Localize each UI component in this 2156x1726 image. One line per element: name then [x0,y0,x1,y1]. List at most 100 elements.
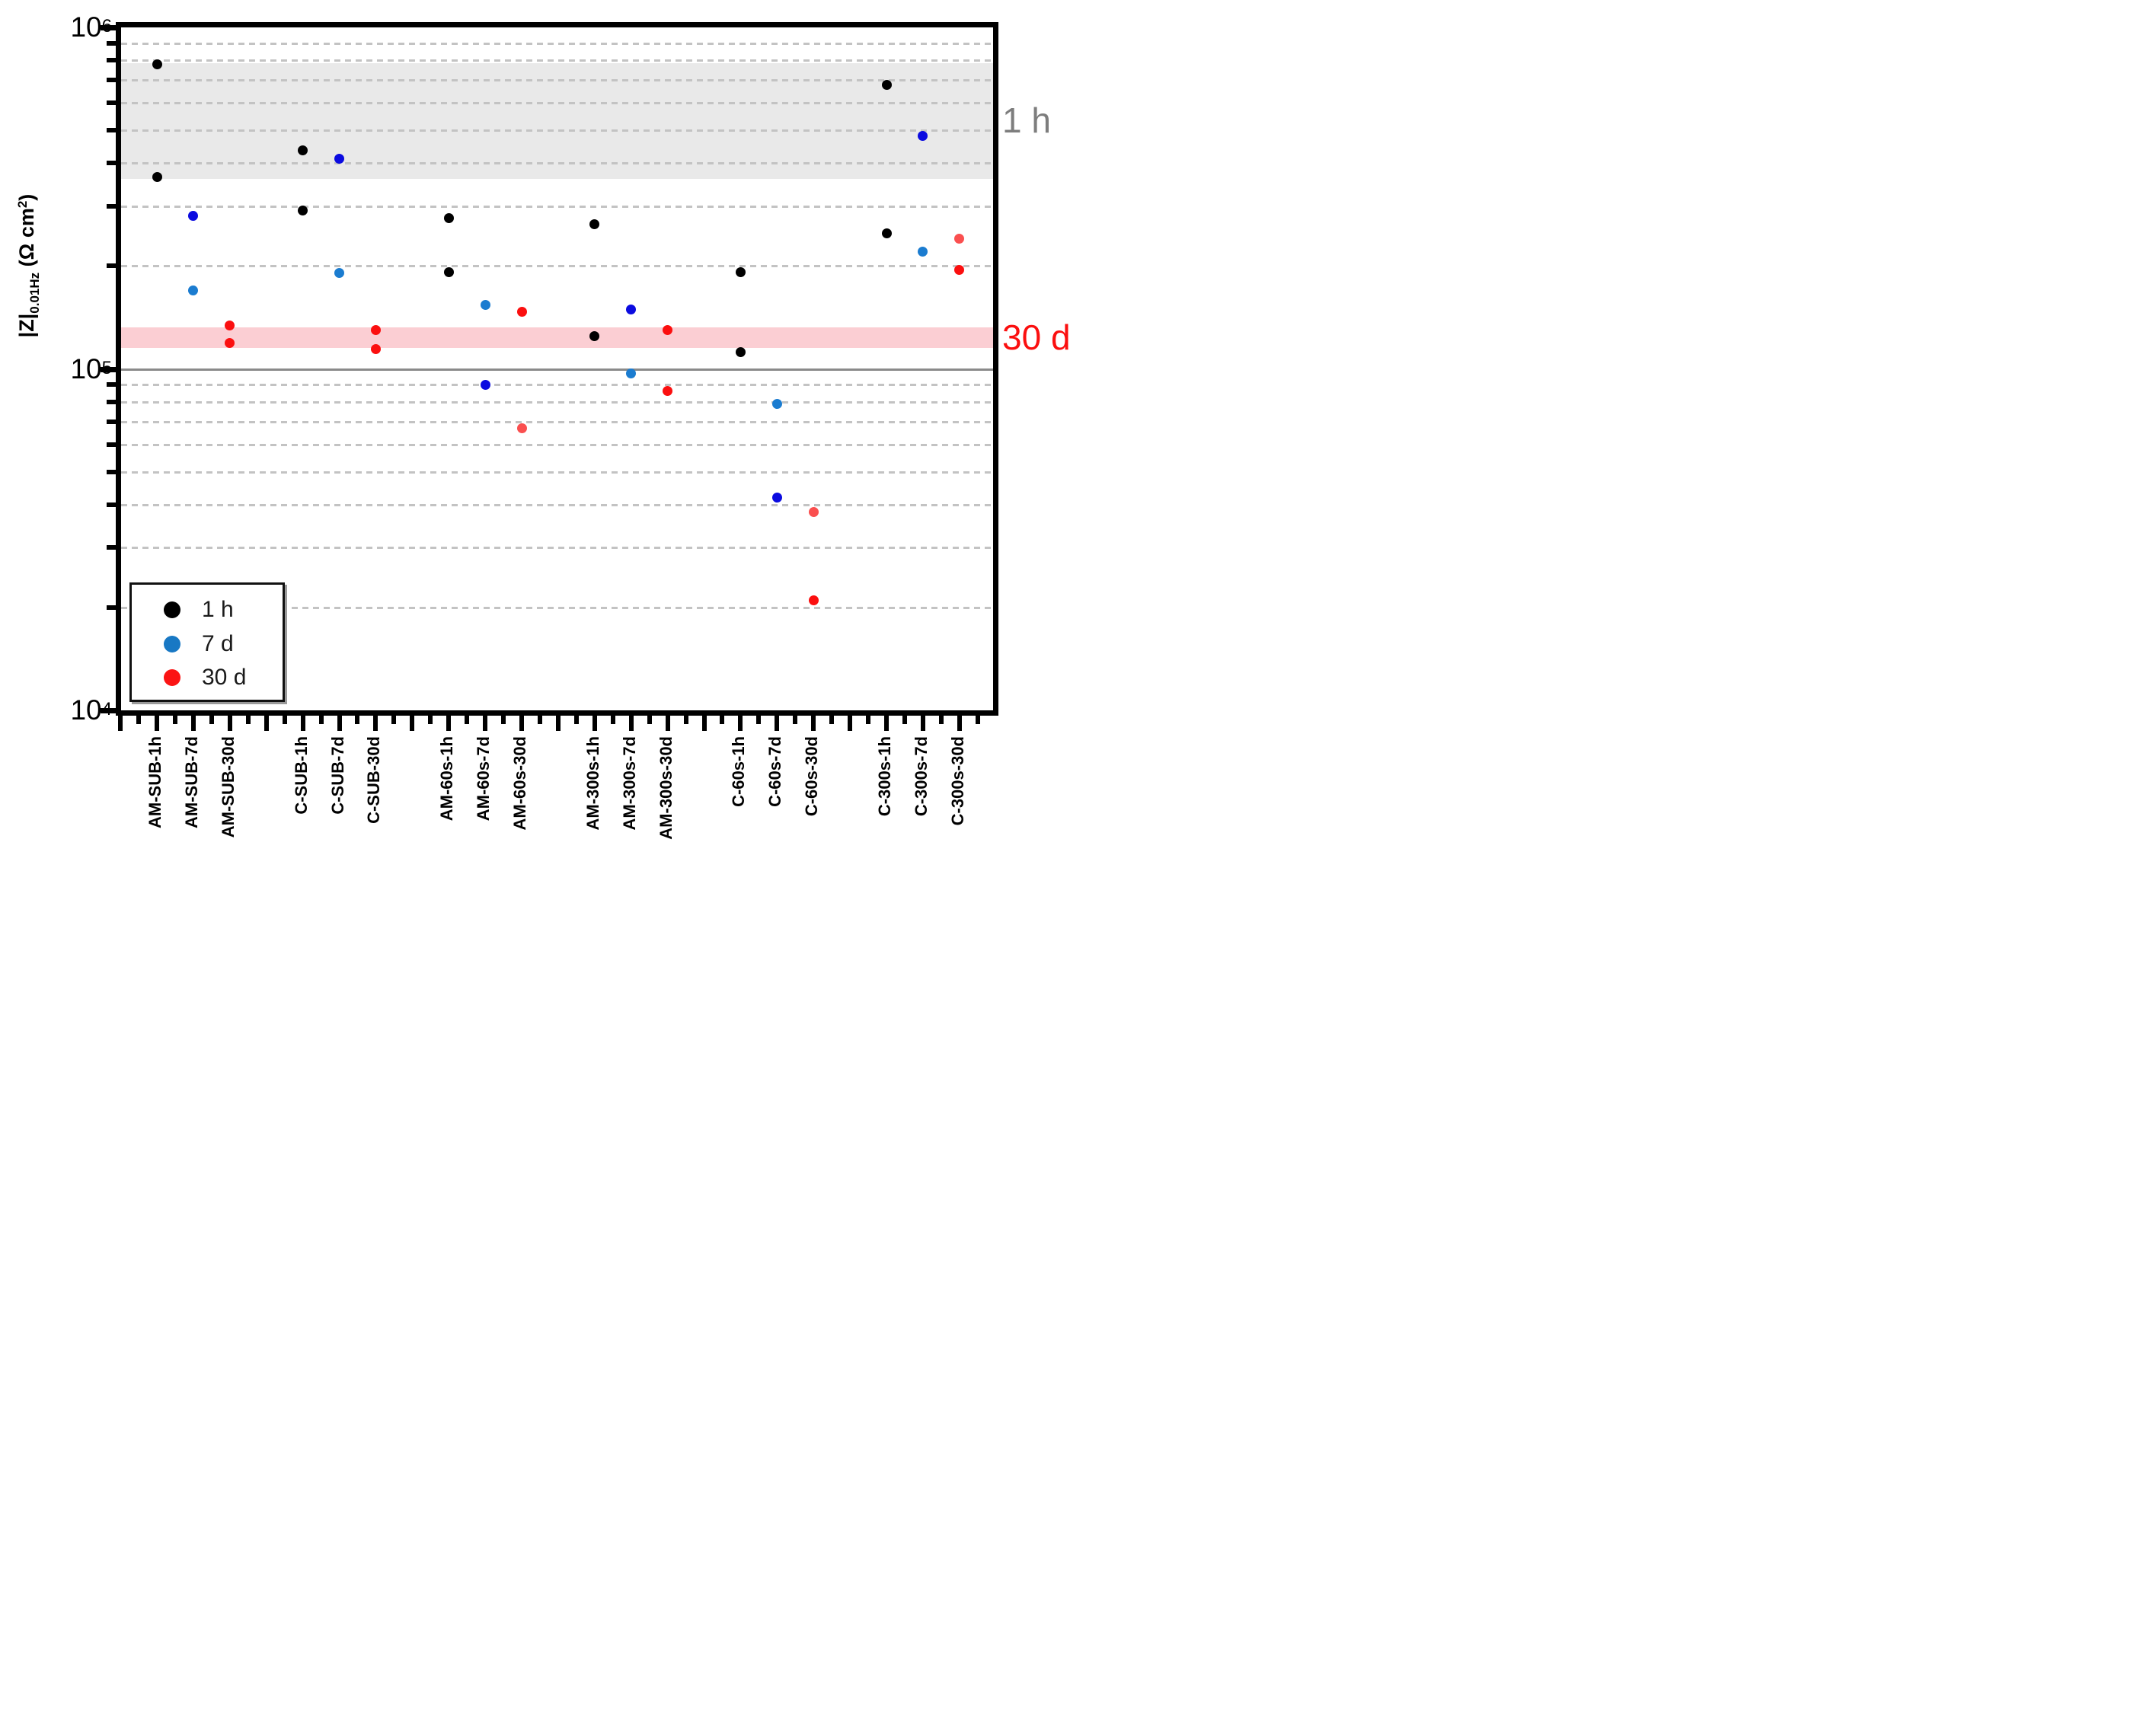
x-major-tick [884,716,889,731]
legend-label: 30 d [202,665,247,690]
data-point-C-300s-7d-1 [918,131,928,142]
x-tick-label-AM-60s-7d: AM-60s-7d [474,736,493,822]
minor-gridline [121,547,993,549]
x-major-tick [738,716,743,731]
minor-gridline [121,384,993,387]
x-minor-tick [720,716,725,724]
x-major-tick [483,716,488,731]
y-minor-tick [107,58,116,63]
legend-marker-1h [164,601,180,618]
legend-marker-7d [164,635,180,652]
reference-band-30d [121,327,993,349]
x-tick-label-C-60s-30d: C-60s-30d [802,736,822,817]
legend-label: 7 d [202,630,234,656]
data-point-AM-SUB-30d-2 [225,338,235,349]
data-point-AM-SUB-7d-2 [188,285,199,295]
x-minor-tick [829,716,835,724]
x-major-tick [337,716,342,731]
data-point-C-SUB-7d-2 [334,267,344,278]
x-tick-label-AM-300s-7d: AM-300s-7d [619,736,639,831]
data-point-C-300s-30d-1 [954,234,965,244]
y-minor-tick [107,161,116,166]
data-point-AM-60s-7d-1 [480,299,490,310]
data-point-AM-SUB-7d-1 [188,211,199,222]
x-minor-tick [793,716,798,724]
minor-gridline [121,205,993,208]
y-tick-label: 104 [70,694,112,726]
legend: 1 h 7 d 30 d [129,582,285,702]
x-minor-tick [756,716,762,724]
y-minor-tick [107,419,116,424]
minor-gridline [121,265,993,268]
data-point-AM-60s-7d-2 [480,379,490,390]
x-minor-tick [465,716,470,724]
data-point-C-SUB-30d-2 [370,344,381,355]
data-point-AM-300s-7d-1 [626,305,637,315]
x-tick-label-AM-60s-30d: AM-60s-30d [510,736,529,831]
y-major-tick [101,366,116,372]
y-minor-tick [107,78,116,83]
minor-gridline [121,503,993,506]
x-major-tick [555,716,561,731]
reference-band-1h [121,63,993,179]
minor-gridline [121,59,993,62]
x-tick-label-C-SUB-7d: C-SUB-7d [327,736,347,815]
data-point-C-SUB-7d-1 [334,154,344,164]
data-point-C-SUB-30d-1 [370,324,381,335]
y-tick-label: 105 [70,353,112,384]
data-point-C-SUB-1h-2 [298,205,308,215]
x-minor-tick [573,716,579,724]
x-major-tick [665,716,670,731]
x-major-tick [920,716,925,731]
y-minor-tick [107,203,116,209]
data-point-C-60s-30d-2 [808,595,819,605]
x-major-tick [775,716,780,731]
x-tick-label-C-60s-1h: C-60s-1h [729,736,749,807]
x-minor-tick [866,716,871,724]
minor-gridline [121,400,993,404]
x-minor-tick [245,716,251,724]
x-tick-label-C-300s-1h: C-300s-1h [875,736,894,817]
band-label-30d: 30 d [1002,317,1071,357]
legend-item-30d: 30 d [132,666,283,689]
y-minor-tick [107,263,116,269]
y-axis-title: |Z|0.01Hz (Ω cm2) [15,193,42,338]
data-point-AM-300s-30d-1 [663,324,673,335]
x-minor-tick [647,716,652,724]
x-tick-label-AM-SUB-1h: AM-SUB-1h [145,736,164,828]
x-major-tick [300,716,305,731]
y-minor-tick [107,399,116,404]
data-point-C-300s-1h-1 [881,79,892,90]
x-minor-tick [391,716,397,724]
x-major-tick [592,716,597,731]
y-minor-tick [107,100,116,106]
minor-gridline [121,42,993,45]
x-major-tick [957,716,962,731]
minor-gridline [121,443,993,446]
data-point-AM-300s-7d-2 [626,368,637,378]
data-point-C-SUB-1h-1 [298,145,308,155]
x-tick-label-AM-SUB-30d: AM-SUB-30d [218,736,238,838]
x-tick-label-C-60s-7d: C-60s-7d [765,736,785,807]
x-tick-label-AM-300s-1h: AM-300s-1h [583,736,602,831]
data-point-C-60s-1h-1 [735,266,746,277]
x-major-tick [848,716,853,731]
x-minor-tick [975,716,980,724]
x-major-tick [410,716,415,731]
x-minor-tick [355,716,360,724]
x-minor-tick [537,716,542,724]
minor-gridline [121,79,993,82]
y-minor-tick [107,40,116,46]
x-major-tick [373,716,378,731]
data-point-AM-60s-1h-2 [443,266,454,277]
y-minor-tick [107,502,116,507]
minor-gridline [121,606,993,609]
legend-item-7d: 7 d [132,630,283,656]
y-major-tick [101,708,116,713]
x-tick-label-AM-SUB-7d: AM-SUB-7d [181,736,201,828]
band-label-1h: 1 h [1002,100,1051,141]
data-point-C-60s-30d-1 [808,507,819,518]
minor-gridline [121,102,993,105]
minor-gridline [121,420,993,423]
x-minor-tick [902,716,907,724]
